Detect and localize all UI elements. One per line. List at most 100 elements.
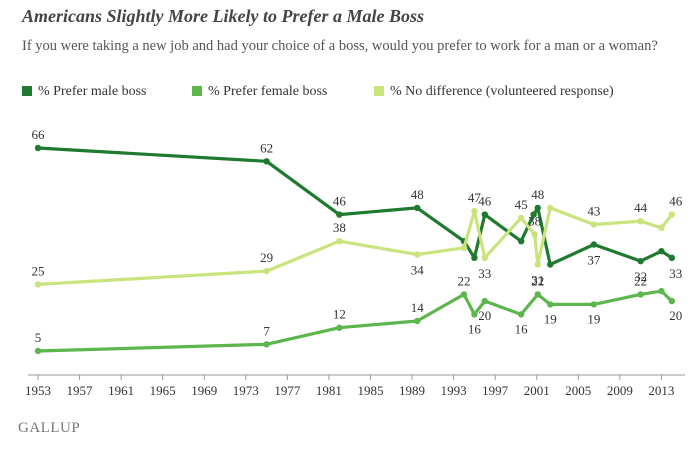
data-label-0-6: 37 (587, 253, 601, 268)
data-point-2-0 (34, 281, 42, 288)
x-tick-label-1969: 1969 (191, 383, 217, 398)
data-point-1-4 (460, 291, 468, 298)
x-tick-label-1953: 1953 (25, 383, 51, 398)
data-point-2-13 (658, 224, 665, 232)
data-point-0-7 (517, 237, 525, 245)
data-label-1-11: 22 (634, 273, 647, 288)
data-label-1-0: 5 (35, 330, 42, 345)
data-point-1-13 (668, 297, 676, 305)
data-label-2-11: 46 (669, 194, 683, 209)
data-label-2-2: 38 (333, 220, 346, 235)
data-point-0-3 (414, 204, 421, 212)
legend-swatch-male (22, 86, 32, 96)
data-point-2-8 (531, 231, 538, 238)
data-point-0-1 (263, 158, 270, 165)
data-label-0-0: 66 (32, 127, 46, 142)
data-label-1-6: 20 (478, 308, 491, 323)
data-label-1-8: 22 (531, 273, 544, 288)
data-point-2-6 (481, 254, 488, 262)
data-point-1-1 (263, 341, 270, 348)
data-point-2-10 (547, 204, 554, 212)
data-point-2-12 (637, 218, 644, 225)
legend-label-no-difference: % No difference (volunteered response) (390, 84, 614, 99)
data-point-1-9 (547, 301, 554, 308)
data-point-2-11 (590, 221, 598, 228)
data-point-1-2 (336, 324, 343, 331)
data-label-1-10: 19 (587, 311, 600, 326)
data-label-1-7: 16 (515, 321, 529, 336)
data-point-1-10 (590, 301, 598, 308)
data-point-0-12 (637, 257, 644, 265)
data-label-2-9: 43 (587, 204, 600, 219)
series-line-1 (36, 289, 674, 353)
data-label-2-6: 45 (515, 197, 528, 212)
series-line-2 (36, 206, 674, 286)
data-label-0-7: 32 (634, 269, 647, 284)
data-label-2-1: 29 (260, 250, 273, 265)
series-line-0 (36, 146, 674, 267)
x-tick-label-2005: 2005 (565, 383, 591, 398)
data-label-1-4: 22 (458, 273, 471, 288)
data-point-0-9 (534, 204, 541, 212)
data-label-1-9: 19 (544, 311, 557, 326)
data-point-0-13 (658, 247, 665, 255)
chart-title: Americans Slightly More Likely to Prefer… (22, 6, 424, 26)
chart-subtitle: If you were taking a new job and had you… (22, 38, 658, 54)
data-point-0-6 (481, 211, 488, 218)
data-label-2-8: 31 (531, 272, 544, 287)
data-point-2-5 (471, 208, 478, 215)
x-tick-label-2001: 2001 (524, 383, 550, 398)
data-point-1-6 (481, 297, 488, 305)
data-point-2-9 (534, 261, 541, 268)
legend-item-male: % Prefer male boss (22, 84, 146, 100)
data-point-1-8 (534, 291, 541, 298)
data-label-0-4: 46 (478, 194, 492, 209)
data-label-2-0: 25 (32, 263, 45, 278)
data-point-1-3 (414, 317, 421, 325)
x-tick-label-1973: 1973 (233, 383, 259, 398)
x-tick-label-1965: 1965 (150, 383, 176, 398)
data-label-2-10: 44 (634, 200, 648, 215)
data-label-1-12: 20 (669, 308, 682, 323)
data-point-0-11 (590, 241, 598, 248)
data-point-2-1 (263, 267, 270, 275)
gallup-logo: GALLUP (18, 420, 81, 436)
x-tick-label-2009: 2009 (607, 383, 633, 398)
data-label-1-3: 14 (411, 300, 425, 315)
data-label-2-4: 47 (468, 190, 482, 205)
data-point-2-3 (414, 251, 421, 258)
data-point-1-7 (517, 311, 525, 318)
data-point-2-2 (336, 237, 343, 245)
data-label-0-1: 62 (260, 140, 273, 155)
data-point-1-5 (471, 311, 478, 318)
data-label-0-5: 48 (531, 187, 544, 202)
x-tick-label-1977: 1977 (274, 383, 301, 398)
data-label-2-5: 33 (478, 266, 491, 281)
data-point-0-14 (668, 254, 676, 262)
x-tick-label-1957: 1957 (67, 383, 94, 398)
data-point-1-11 (637, 291, 644, 298)
legend-item-female: % Prefer female boss (192, 84, 327, 100)
data-point-0-10 (547, 261, 554, 268)
data-label-0-8: 33 (669, 266, 682, 281)
legend-swatch-female (192, 86, 202, 96)
data-label-0-3: 48 (411, 187, 424, 202)
legend-item-no-difference: % No difference (volunteered response) (374, 84, 614, 100)
data-point-0-5 (471, 254, 478, 262)
data-label-2-3: 34 (411, 262, 425, 277)
x-tick-label-1989: 1989 (399, 383, 425, 398)
data-label-1-5: 16 (468, 321, 482, 336)
data-point-0-0 (34, 144, 42, 152)
data-label-1-2: 12 (333, 307, 346, 322)
data-point-1-12 (658, 287, 665, 295)
data-point-2-14 (668, 211, 676, 218)
data-point-1-0 (34, 347, 42, 355)
x-tick-label-1985: 1985 (357, 383, 383, 398)
data-point-2-7 (517, 214, 525, 222)
legend-swatch-no-difference (374, 86, 384, 96)
data-label-0-2: 46 (333, 194, 347, 209)
legend-label-female: % Prefer female boss (208, 84, 328, 99)
data-label-1-1: 7 (263, 323, 270, 338)
data-point-0-8 (530, 211, 537, 218)
